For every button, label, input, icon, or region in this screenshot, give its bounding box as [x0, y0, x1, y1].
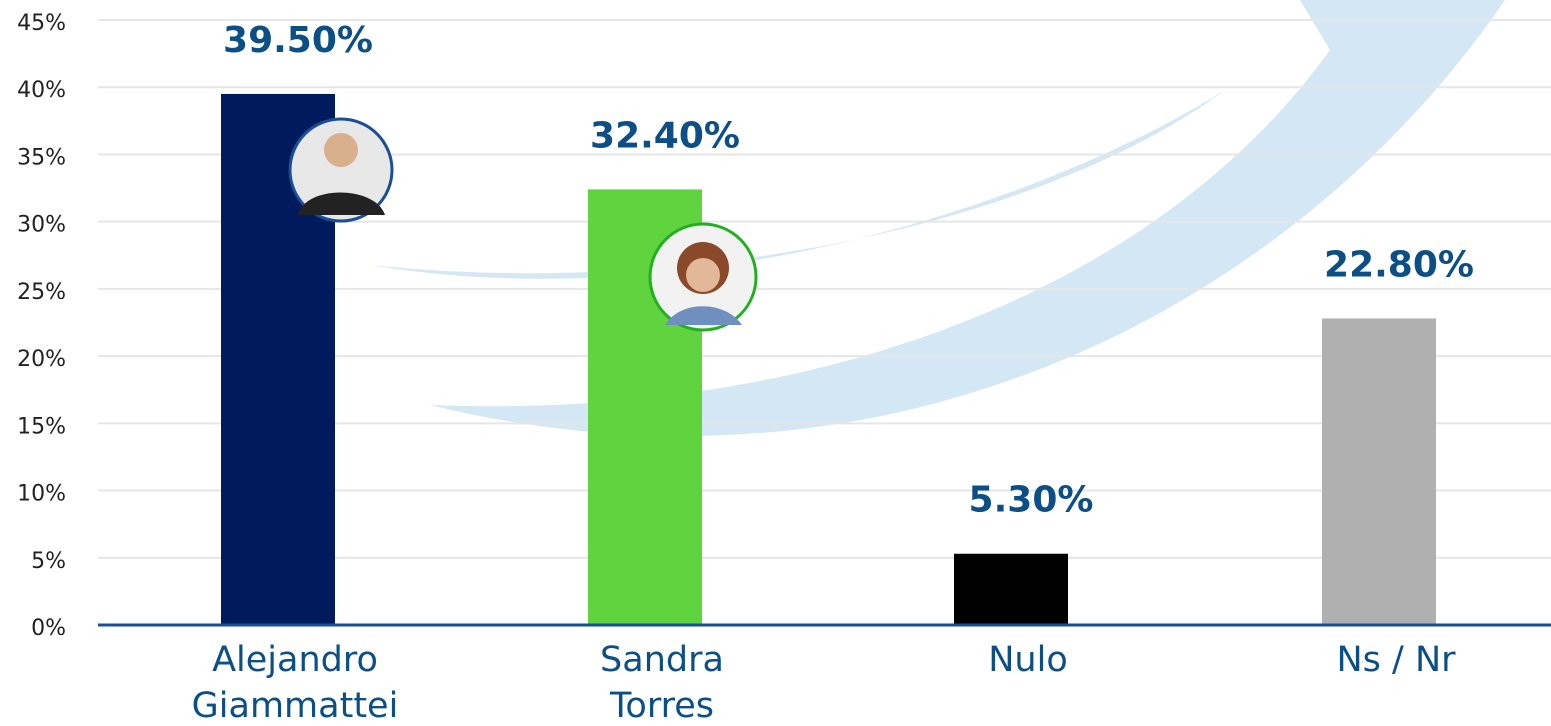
y-tick-label: 30% — [17, 213, 66, 238]
photo-figure — [665, 306, 742, 325]
y-tick-label: 10% — [17, 482, 66, 507]
bar — [954, 553, 1068, 625]
photo-face — [324, 133, 358, 167]
x-tick-label: Ns / Nr — [1336, 640, 1456, 680]
candidate-photo — [288, 117, 394, 223]
background-swoosh — [370, 0, 1505, 437]
swoosh — [370, 90, 1225, 279]
y-tick-label: 40% — [17, 78, 66, 103]
y-tick-label: 35% — [17, 145, 66, 170]
bar — [1322, 318, 1436, 625]
photo-face — [686, 258, 720, 292]
value-label: 39.50% — [223, 20, 373, 61]
y-tick-label: 20% — [17, 347, 66, 372]
x-tick-label: Alejandro Giammattei — [191, 640, 399, 726]
y-tick-label: 5% — [31, 549, 66, 574]
value-label: 32.40% — [590, 115, 740, 156]
photos — [288, 117, 758, 332]
x-tick-label: Nulo — [988, 640, 1068, 680]
y-tick-label: 25% — [17, 280, 66, 305]
y-tick-label: 45% — [17, 11, 66, 36]
photo-figure — [298, 192, 385, 215]
x-tick-label: Sandra Torres — [600, 640, 724, 726]
y-tick-label: 0% — [31, 616, 66, 641]
swoosh — [430, 0, 1505, 437]
value-label: 5.30% — [969, 480, 1094, 521]
value-label: 22.80% — [1324, 244, 1474, 285]
y-tick-label: 15% — [17, 414, 66, 439]
